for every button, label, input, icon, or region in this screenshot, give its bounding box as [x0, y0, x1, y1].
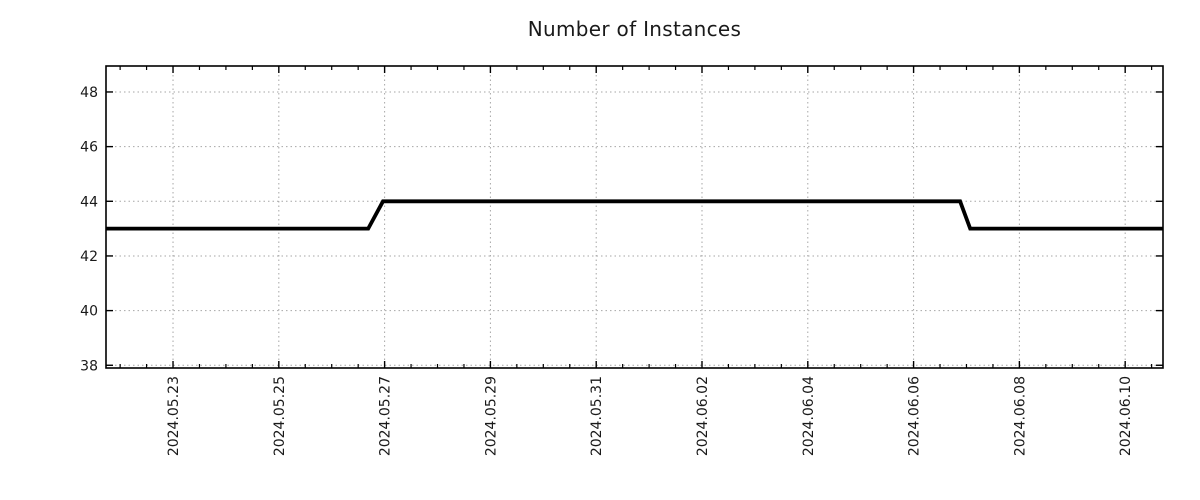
x-tick-label: 2024.05.25: [272, 376, 288, 456]
x-tick-label: 2024.06.10: [1118, 376, 1134, 456]
y-tick-label: 46: [80, 140, 98, 156]
chart-title: Number of Instances: [527, 17, 742, 41]
y-tick-label: 48: [80, 85, 98, 101]
plot-border: [105, 65, 1164, 369]
x-tick-label: 2024.05.27: [378, 376, 394, 456]
series-line: [106, 199, 1163, 231]
y-tick-label: 42: [80, 249, 98, 265]
y-tick-label: 40: [80, 304, 98, 320]
x-tick-label: 2024.05.29: [483, 376, 499, 456]
x-tick-label: 2024.05.23: [166, 376, 182, 456]
y-tick-label: 38: [80, 358, 98, 374]
x-tick-label: 2024.05.31: [589, 376, 605, 456]
x-tick-label: 2024.06.02: [695, 376, 711, 456]
y-tick-label: 44: [80, 194, 98, 210]
x-tick-label: 2024.06.04: [801, 376, 817, 456]
x-tick-label: 2024.06.06: [907, 376, 923, 456]
x-tick-label: 2024.06.08: [1012, 376, 1028, 456]
